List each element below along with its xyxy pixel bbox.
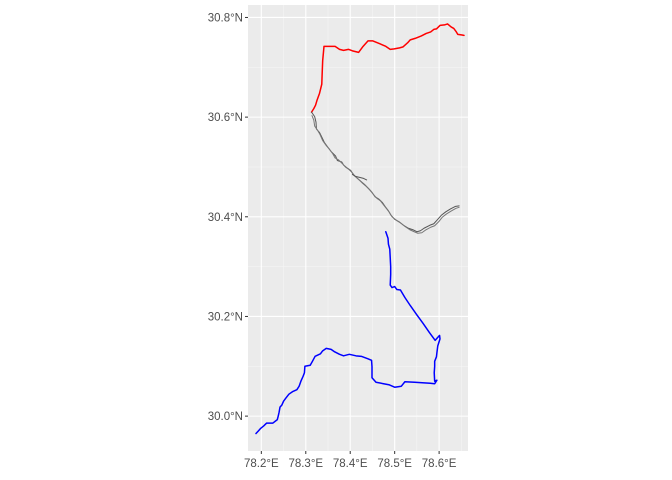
major-gridlines: [248, 5, 468, 451]
x-axis: 78.2°E 78.3°E 78.4°E 78.5°E 78.6°E: [244, 451, 457, 470]
y-tick-label: 30.2°N: [208, 311, 243, 323]
x-tick-label: 78.6°E: [422, 458, 457, 470]
x-tick-label: 78.3°E: [288, 458, 323, 470]
series-line-lower-boundary: [255, 230, 441, 435]
series-line-river-inner: [311, 115, 460, 234]
x-tick-label: 78.2°E: [244, 458, 279, 470]
x-tick-label: 78.5°E: [377, 458, 412, 470]
x-tick-label: 78.4°E: [333, 458, 368, 470]
y-tick-label: 30.0°N: [208, 411, 243, 423]
y-tick-label: 30.4°N: [208, 212, 243, 224]
plot-panel: [248, 5, 468, 451]
y-axis: 30.0°N 30.2°N 30.4°N 30.6°N 30.8°N: [208, 12, 248, 423]
series-line-river-branch: [351, 173, 368, 181]
y-tick-label: 30.8°N: [208, 12, 243, 24]
y-tick-label: 30.6°N: [208, 112, 243, 124]
series-line-upper-boundary: [310, 23, 465, 113]
minor-gridlines: [248, 5, 468, 451]
boundary-lines: [255, 23, 465, 435]
